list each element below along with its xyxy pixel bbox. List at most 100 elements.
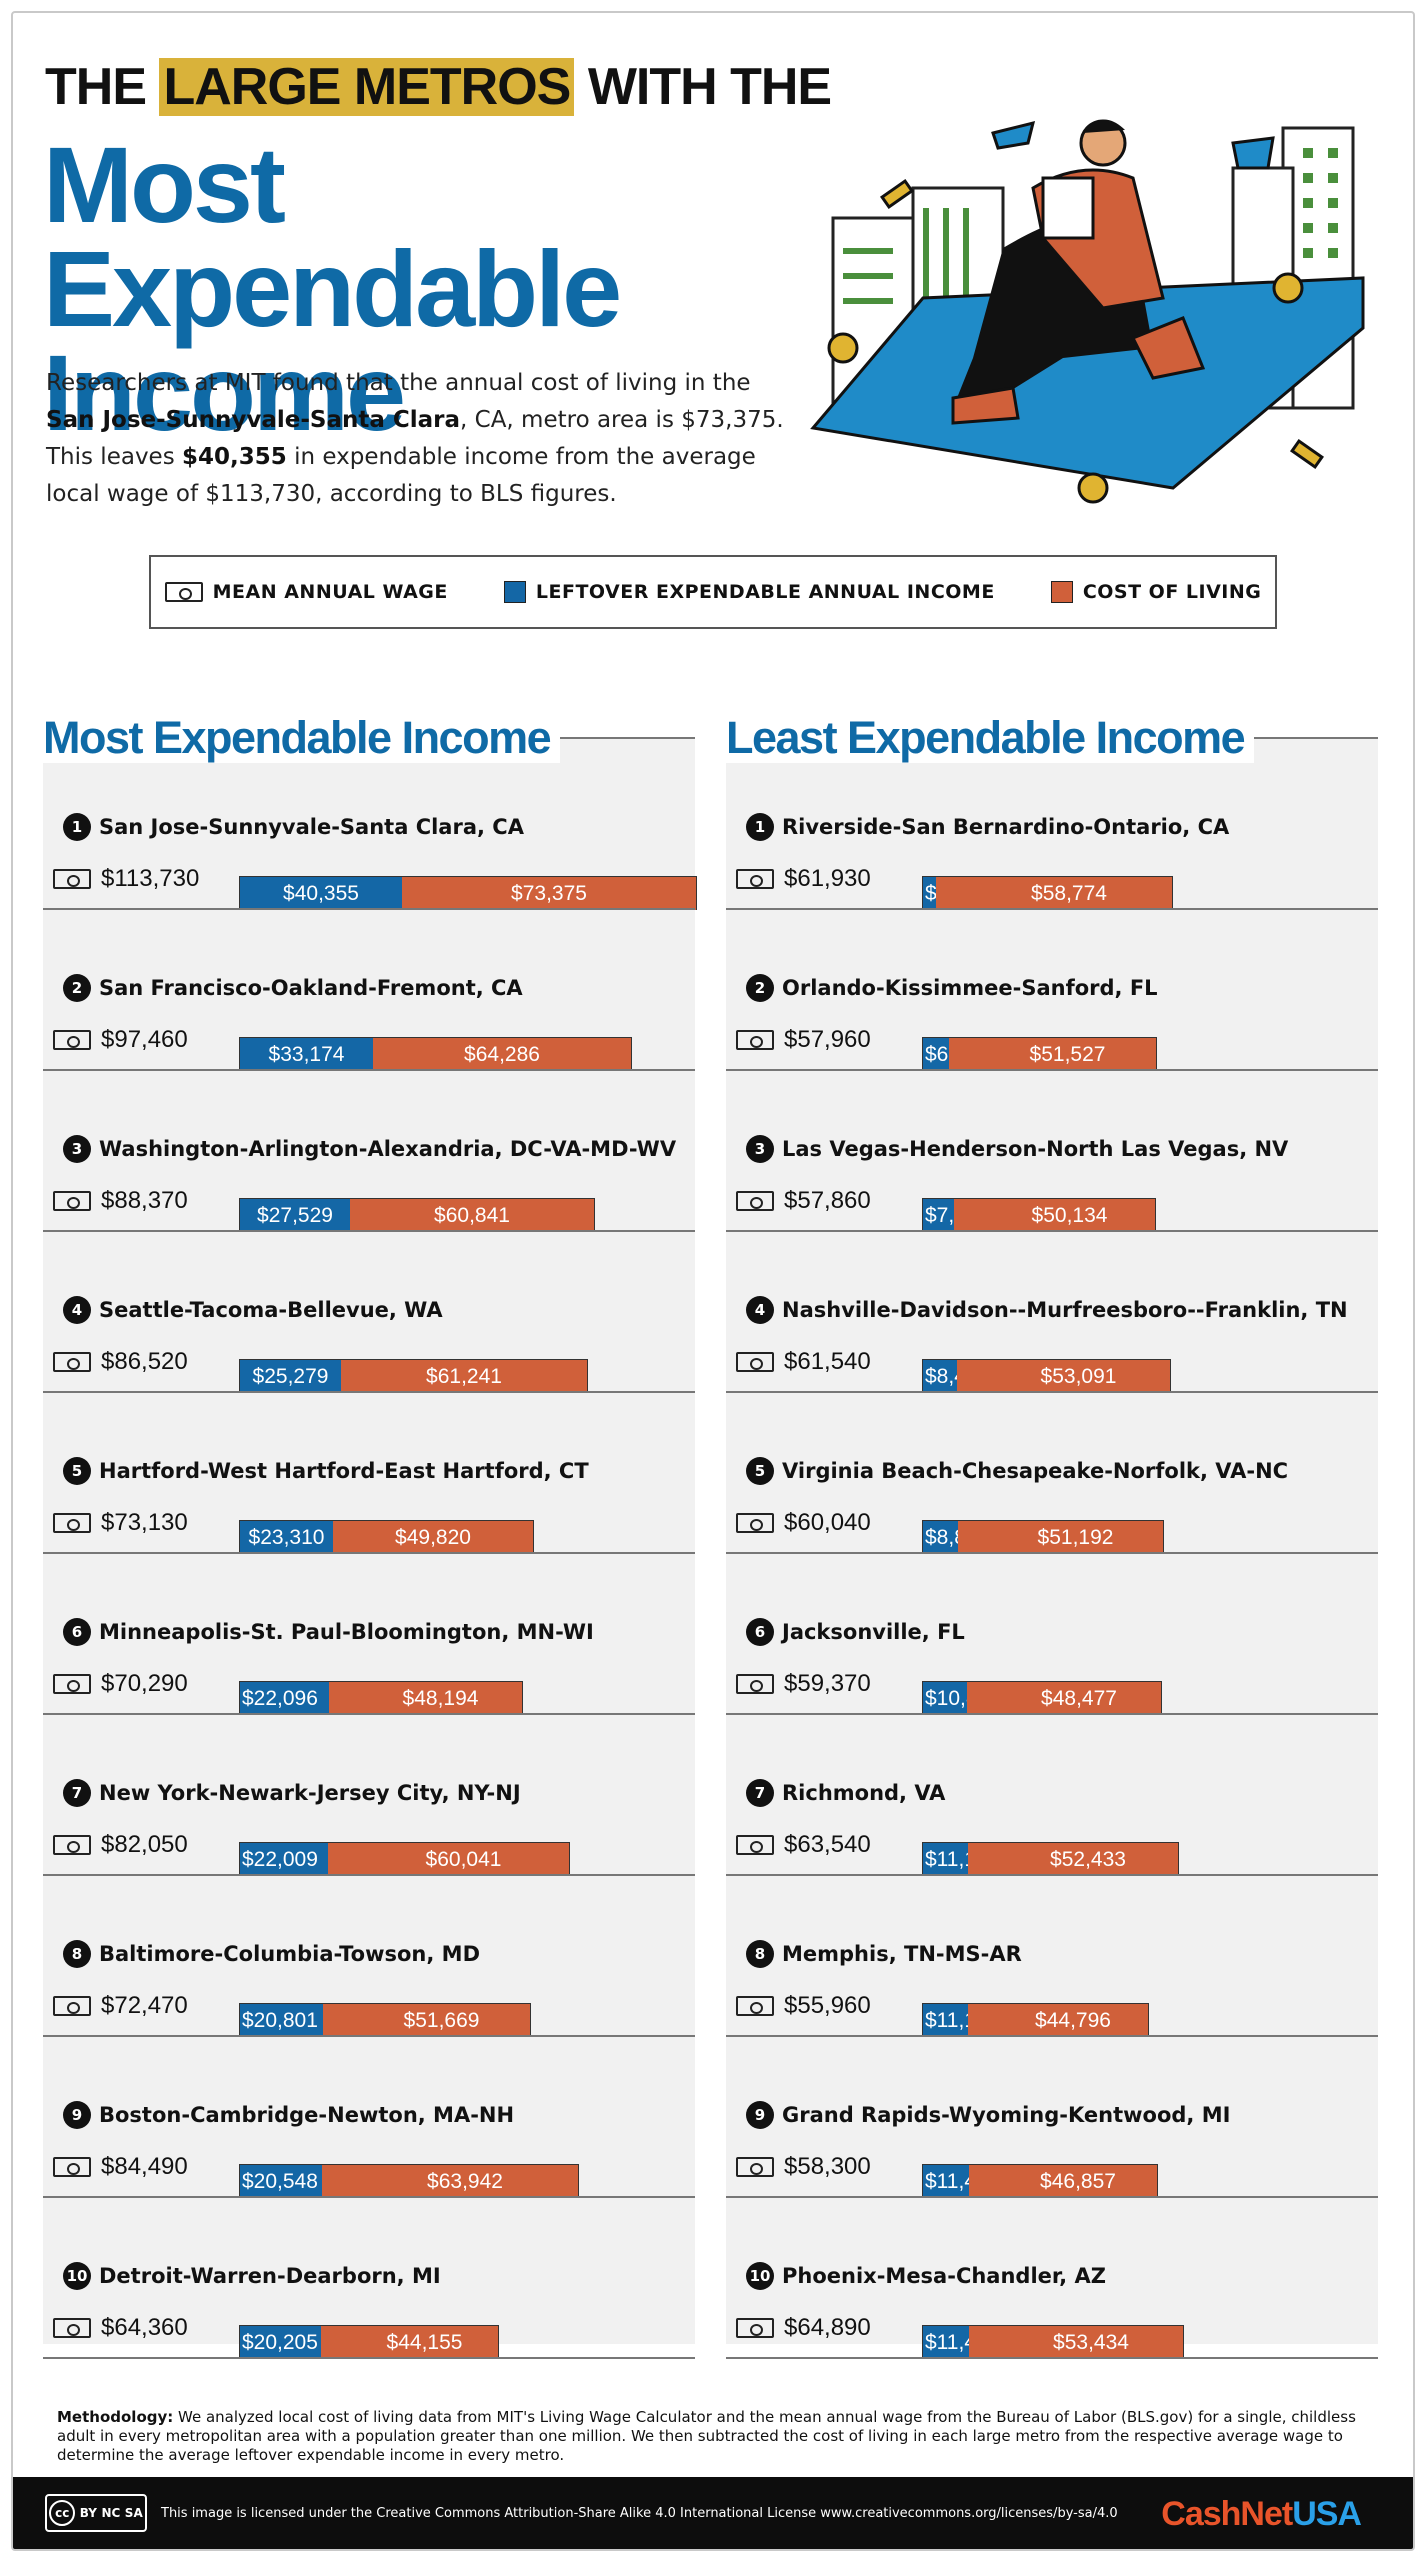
bar-segment-cost: $73,375 (402, 877, 696, 910)
bar-segment-cost: $61,241 (341, 1360, 587, 1393)
bar-segment-leftover: $27,529 (240, 1199, 350, 1232)
wage-label: $82,050 (101, 1831, 188, 1858)
wage-value: $60,040 (736, 1509, 871, 1537)
wage-label: $59,370 (784, 1670, 871, 1697)
rank-badge: 1 (63, 813, 91, 841)
bar-segment-leftover: $25,279 (240, 1360, 341, 1393)
metro-name: 8 Baltimore-Columbia-Towson, MD (63, 1940, 480, 1968)
metro-row: 5 Virginia Beach-Chesapeake-Norfolk, VA-N… (726, 1399, 1378, 1560)
brand-logo: CashNetUSA (1161, 2495, 1362, 2534)
wage-value: $113,730 (53, 865, 199, 893)
money-bill-icon (53, 869, 91, 889)
bar-segment-cost: $52,433 (968, 1843, 1178, 1876)
row-baseline (43, 2035, 695, 2037)
infographic-frame: THE LARGE METROS WITH THE Most Expendabl… (11, 11, 1415, 2551)
methodology-note: Methodology: We analyzed local cost of l… (57, 2408, 1397, 2465)
rank-badge: 3 (63, 1135, 91, 1163)
bar-segment-leftover: $22,009 (240, 1843, 328, 1876)
wage-value: $57,860 (736, 1187, 871, 1215)
bar-segment-leftover: $6,433 (923, 1038, 989, 1071)
legend-item-wage: MEAN ANNUAL WAGE (164, 581, 448, 603)
money-bill-icon (736, 869, 774, 889)
bar-segment-cost: $51,669 (323, 2004, 530, 2037)
bar-segment-leftover: $3,156 (923, 877, 989, 910)
bar-segment-cost: $44,155 (321, 2326, 498, 2359)
row-baseline (43, 2196, 695, 2198)
metro-name: 6 Jacksonville, FL (746, 1618, 965, 1646)
rank-badge: 10 (746, 2262, 774, 2290)
metro-label: Boston-Cambridge-Newton, MA-NH (99, 2103, 515, 2127)
stacked-bar: $23,310 $49,820 (239, 1520, 534, 1554)
bar-segment-cost: $63,942 (322, 2165, 578, 2198)
metro-label: Grand Rapids-Wyoming-Kentwood, MI (782, 2103, 1231, 2127)
wage-label: $61,930 (784, 865, 871, 892)
wage-label: $60,040 (784, 1509, 871, 1536)
stacked-bar: $20,548 $63,942 (239, 2164, 579, 2198)
row-baseline (43, 1069, 695, 1071)
bar-segment-leftover: $11,443 (923, 2165, 999, 2198)
metro-name: 7 New York-Newark-Jersey City, NY-NJ (63, 1779, 521, 1807)
metro-label: Baltimore-Columbia-Towson, MD (99, 1942, 480, 1966)
row-baseline (726, 908, 1378, 910)
cc-sa-icon: SA (124, 2506, 143, 2520)
row-baseline (43, 2357, 695, 2359)
kicker-post: WITH THE (587, 58, 832, 116)
wage-value: $84,490 (53, 2153, 188, 2181)
stacked-bar: $6,433 $51,527 (922, 1037, 1157, 1071)
metro-row: 7 Richmond, VA $63,540 $11,107 $52,433 (726, 1721, 1378, 1882)
metro-name: 7 Richmond, VA (746, 1779, 945, 1807)
metro-name: 1 Riverside-San Bernardino-Ontario, CA (746, 813, 1229, 841)
license-text: This image is licensed under the Creativ… (161, 2505, 1118, 2521)
money-bill-icon (736, 2157, 774, 2177)
metro-name: 3 Washington-Arlington-Alexandria, DC-VA-… (63, 1135, 676, 1163)
metro-row: 10 Detroit-Warren-Dearborn, MI $64,360 $20,… (43, 2204, 695, 2365)
metro-label: Las Vegas-Henderson-North Las Vegas, NV (782, 1137, 1289, 1161)
row-baseline (43, 1874, 695, 1876)
metro-label: Detroit-Warren-Dearborn, MI (99, 2264, 441, 2288)
wage-value: $70,290 (53, 1670, 188, 1698)
stacked-bar: $11,164 $44,796 (922, 2003, 1149, 2037)
cost-label: $48,477 (1041, 1686, 1117, 1710)
legend-label-cost: COST OF LIVING (1082, 581, 1262, 603)
title-line-2: Income (43, 332, 406, 453)
intro-text-2: , CA, metro area is $73,375. This leaves (46, 407, 784, 470)
metro-row: 1 San Jose-Sunnyvale-Santa Clara, CA $113,… (43, 755, 697, 916)
money-bill-icon (736, 1674, 774, 1694)
bar-segment-leftover: $33,174 (240, 1038, 373, 1071)
metro-label: Phoenix-Mesa-Chandler, AZ (782, 2264, 1106, 2288)
metro-name: 5 Virginia Beach-Chesapeake-Norfolk, VA-N… (746, 1457, 1288, 1485)
wage-value: $63,540 (736, 1831, 871, 1859)
bar-segment-leftover: $8,848 (923, 1521, 989, 1554)
creative-commons-badge: cc BY NC SA (45, 2494, 147, 2532)
bar-segment-leftover: $7,726 (923, 1199, 989, 1232)
bar-segment-cost: $48,477 (967, 1682, 1161, 1715)
legend-swatch-leftover (503, 581, 526, 603)
metro-label: Riverside-San Bernardino-Ontario, CA (782, 815, 1230, 839)
metro-row: 7 New York-Newark-Jersey City, NY-NJ $82,0… (43, 1721, 695, 1882)
rank-badge: 8 (746, 1940, 774, 1968)
metro-name: 6 Minneapolis-St. Paul-Bloomington, MN-WI (63, 1618, 594, 1646)
cost-label: $53,091 (1040, 1364, 1117, 1388)
wage-label: $57,860 (784, 1187, 871, 1214)
money-bill-icon (53, 1835, 91, 1855)
cost-label: $73,375 (511, 881, 587, 905)
cost-label: $44,155 (386, 2330, 463, 2354)
bar-segment-leftover: $20,548 (240, 2165, 322, 2198)
metro-label: Orlando-Kissimmee-Sanford, FL (782, 976, 1158, 1000)
wage-value: $58,300 (736, 2153, 871, 2181)
cost-label: $51,527 (1029, 1042, 1106, 1066)
rank-badge: 7 (746, 1779, 774, 1807)
metro-row: 8 Memphis, TN-MS-AR $55,960 $11,164 $44,796 (726, 1882, 1378, 2043)
row-baseline (726, 1230, 1378, 1232)
rank-badge: 9 (746, 2101, 774, 2129)
stacked-bar: $10,893 $48,477 (922, 1681, 1162, 1715)
intro-amount: $40,355 (182, 444, 287, 470)
wage-label: $86,520 (101, 1348, 188, 1375)
metro-label: Virginia Beach-Chesapeake-Norfolk, VA-NC (782, 1459, 1289, 1483)
bar-segment-leftover: $10,893 (923, 1682, 1001, 1715)
brand-accent: USA (1292, 2495, 1362, 2533)
wage-value: $97,460 (53, 1026, 188, 1054)
metro-label: Nashville-Davidson--Murfreesboro--Frankl… (782, 1298, 1348, 1322)
methodology-label: Methodology: (57, 2408, 174, 2426)
wage-value: $88,370 (53, 1187, 188, 1215)
